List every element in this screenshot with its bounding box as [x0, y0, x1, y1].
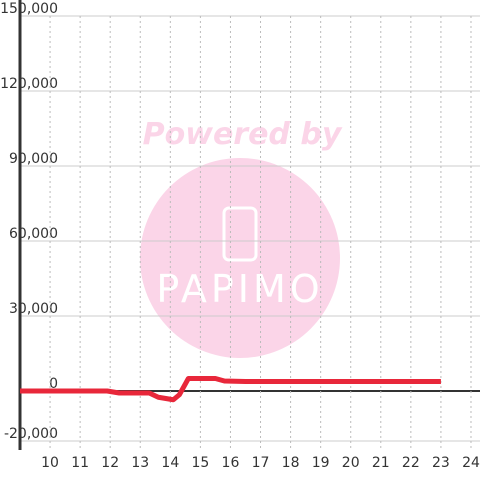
x-tick-label: 13 — [131, 455, 149, 471]
watermark-brand: PAPIMO — [156, 267, 323, 311]
y-tick-label: 0 — [49, 376, 58, 392]
watermark-text: Powered by — [143, 117, 343, 152]
x-tick-label: 16 — [222, 455, 240, 471]
y-tick-label: 90,000 — [9, 151, 58, 167]
x-tick-label: 15 — [191, 455, 209, 471]
y-tick-label: -20,000 — [4, 426, 58, 442]
x-tick-label: 18 — [282, 455, 300, 471]
watermark-circle — [140, 158, 340, 358]
x-tick-label: 19 — [312, 455, 330, 471]
y-tick-label: 30,000 — [9, 301, 58, 317]
x-tick-label: 23 — [432, 455, 450, 471]
x-tick-label: 22 — [402, 455, 420, 471]
watermark: Powered by PAPIMO — [140, 117, 343, 358]
x-tick-label: 24 — [462, 455, 480, 471]
series-line — [20, 376, 441, 403]
watermark-phone — [222, 206, 258, 262]
x-tick-label: 20 — [342, 455, 360, 471]
x-tick-label: 17 — [252, 455, 270, 471]
y-tick-label: 150,000 — [0, 1, 58, 17]
x-tick-label: 14 — [161, 455, 179, 471]
x-tick-label: 10 — [41, 455, 59, 471]
x-tick-label: 21 — [372, 455, 390, 471]
axes: -20,000 0 30,000 60,000 90,000 120,000 150,000… — [0, 0, 480, 471]
y-tick-label: 60,000 — [9, 226, 58, 242]
y-tick-label: 120,000 — [0, 76, 58, 92]
x-tick-label: 11 — [71, 455, 89, 471]
x-tick-label: 12 — [101, 455, 119, 471]
